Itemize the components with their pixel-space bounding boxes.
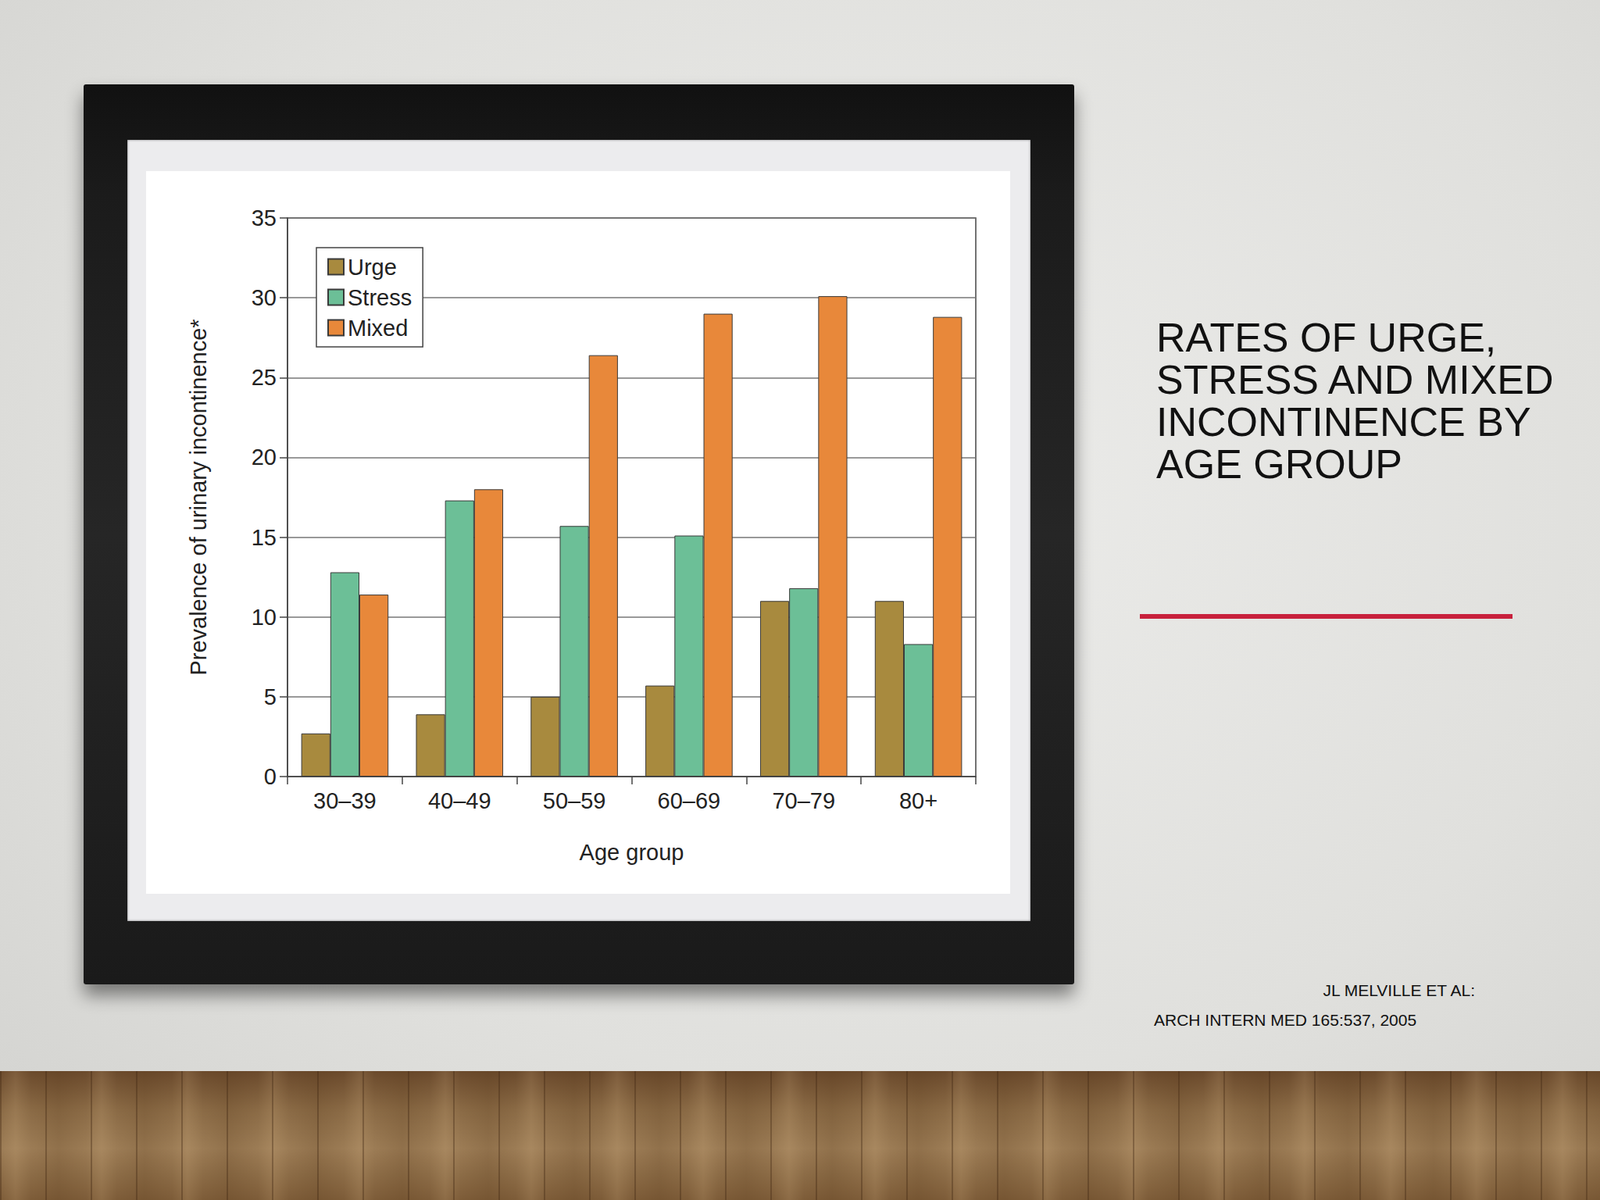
svg-text:40–49: 40–49 bbox=[428, 788, 492, 814]
svg-text:20: 20 bbox=[251, 444, 277, 470]
svg-text:35: 35 bbox=[251, 205, 277, 231]
svg-text:80+: 80+ bbox=[899, 788, 938, 814]
svg-text:50–59: 50–59 bbox=[542, 788, 607, 814]
svg-text:15: 15 bbox=[251, 525, 277, 550]
svg-text:Urge: Urge bbox=[347, 254, 397, 280]
html-text:JL MELVILLE ET AL:: JL MELVILLE ET AL: bbox=[1322, 981, 1475, 1000]
svg-text:Age group: Age group bbox=[579, 839, 685, 865]
svg-text:5: 5 bbox=[264, 684, 277, 710]
svg-text:25: 25 bbox=[251, 364, 277, 390]
svg-text:10: 10 bbox=[251, 604, 277, 630]
svg-text:Stress: Stress bbox=[347, 285, 412, 311]
svg-text:30–39: 30–39 bbox=[313, 788, 377, 814]
svg-text:30: 30 bbox=[251, 285, 277, 311]
svg-text:0: 0 bbox=[264, 764, 277, 790]
svg-text:60–69: 60–69 bbox=[657, 788, 722, 814]
svg-text:70–79: 70–79 bbox=[771, 788, 836, 814]
svg-text:Prevalence of urinary incontin: Prevalence of urinary incontinence* bbox=[185, 318, 211, 675]
html-text:ARCH INTERN MED 165:537, 2005: ARCH INTERN MED 165:537, 2005 bbox=[1153, 1010, 1417, 1029]
svg-text:Mixed: Mixed bbox=[347, 315, 408, 341]
html-text:RATES OF URGE, STRESS AND MIXE: RATES OF URGE, STRESS AND MIXED INCONTIN… bbox=[1156, 314, 1554, 487]
